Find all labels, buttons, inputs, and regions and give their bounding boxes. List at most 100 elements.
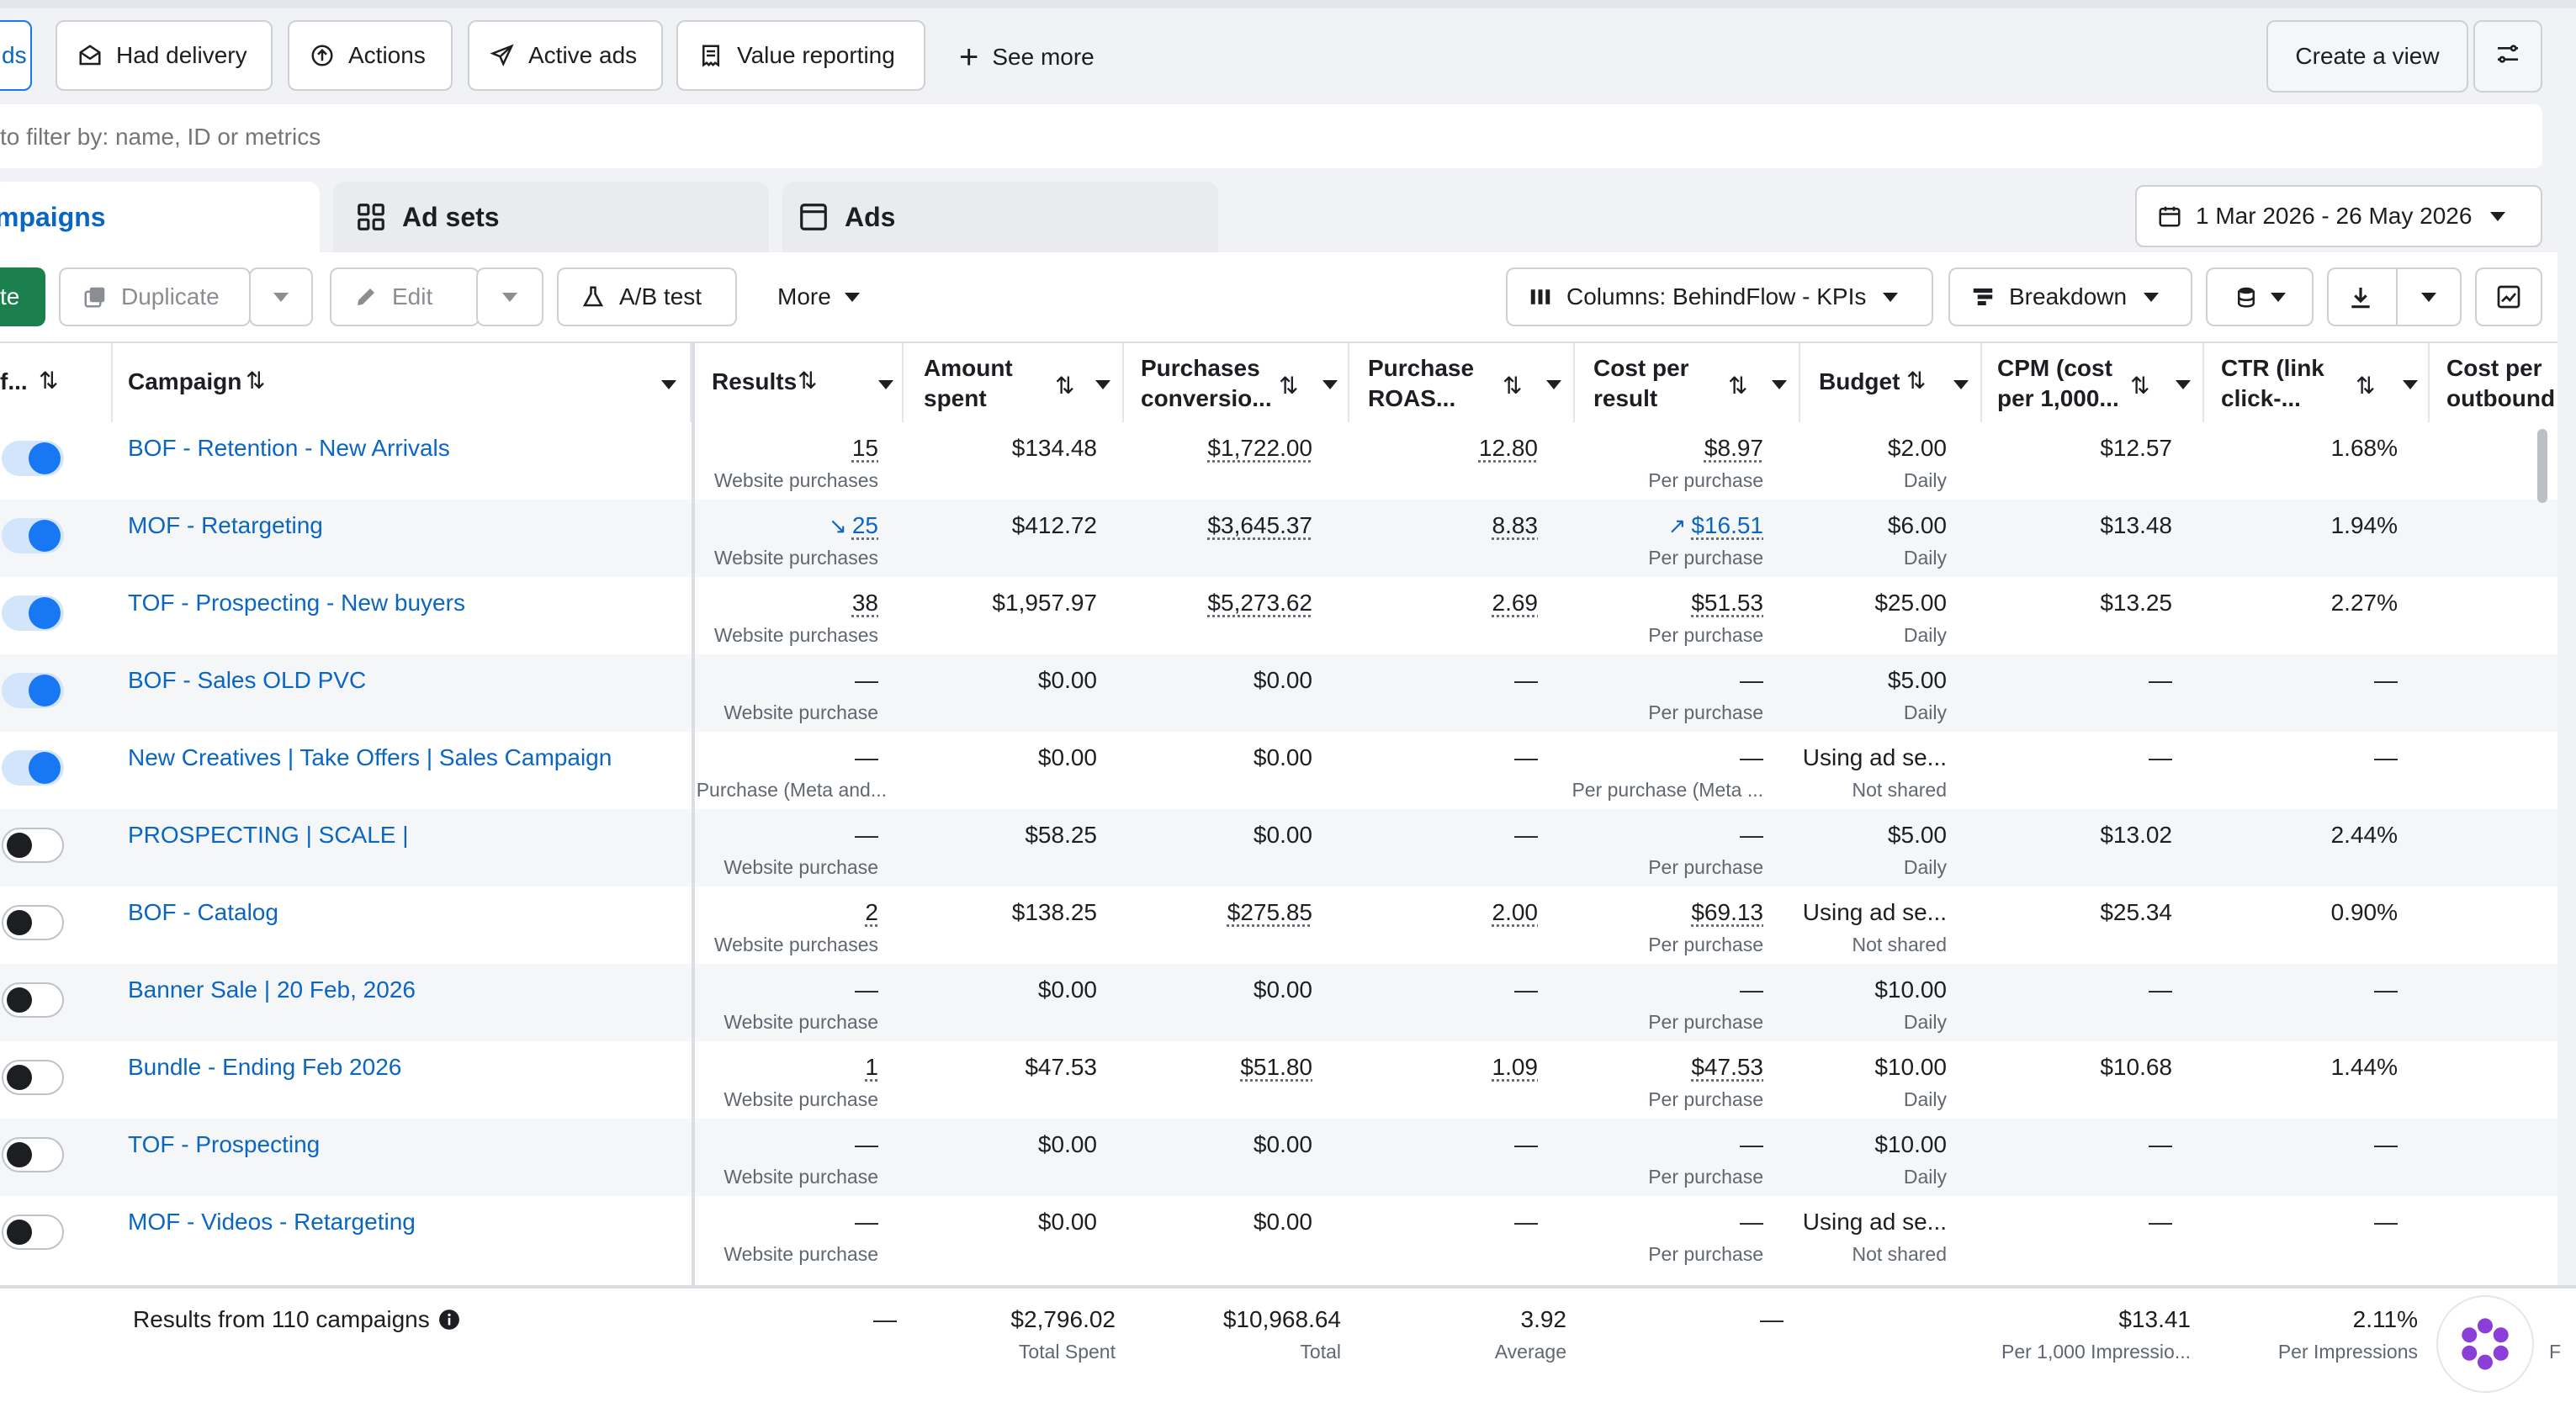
results-value[interactable]: 2 xyxy=(865,898,878,927)
create-view-button[interactable]: Create a view xyxy=(2266,20,2468,93)
sort-icon[interactable]: ⇅ xyxy=(1055,372,1074,400)
col-header-cost-per-result[interactable]: Cost per result ⇅ xyxy=(1575,343,1800,424)
filter-chip-partial[interactable]: ds xyxy=(0,20,32,91)
col-header-roas[interactable]: Purchase ROAS... ⇅ xyxy=(1349,343,1575,424)
roas-value[interactable]: — xyxy=(1514,666,1538,695)
campaign-name-link[interactable]: New Creatives | Take Offers | Sales Camp… xyxy=(128,744,612,772)
campaign-toggle[interactable] xyxy=(2,595,64,631)
cost-per-result-value[interactable]: — xyxy=(1740,1208,1763,1236)
chevron-down-icon[interactable] xyxy=(1095,380,1110,389)
sort-icon[interactable]: ⇅ xyxy=(2130,372,2149,400)
campaign-name-link[interactable]: MOF - Videos - Retargeting xyxy=(128,1208,416,1236)
duplicate-button[interactable]: Duplicate xyxy=(59,267,251,326)
chevron-down-icon[interactable] xyxy=(1953,380,1969,389)
chevron-down-icon[interactable] xyxy=(2176,380,2191,389)
purchases-value[interactable]: $0.00 xyxy=(1254,821,1312,849)
campaign-name-link[interactable]: BOF - Sales OLD PVC xyxy=(128,666,366,695)
columns-button[interactable]: Columns: BehindFlow - KPIs xyxy=(1506,267,1933,326)
campaign-toggle[interactable] xyxy=(2,905,64,940)
purchases-value[interactable]: $0.00 xyxy=(1254,666,1312,695)
purchases-value[interactable]: $3,645.37 xyxy=(1207,511,1312,540)
campaign-toggle[interactable] xyxy=(2,750,64,786)
results-value[interactable]: — xyxy=(855,821,878,849)
table-row[interactable]: Banner Sale | 20 Feb, 2026 — Website purch… xyxy=(0,964,2557,1041)
had-delivery-chip[interactable]: Had delivery xyxy=(56,20,273,91)
cost-per-result-value[interactable]: ↗ $16.51 xyxy=(1668,511,1763,540)
assistant-button[interactable] xyxy=(2436,1295,2534,1393)
breakdown-button[interactable]: Breakdown xyxy=(1948,267,2192,326)
edit-button[interactable]: Edit xyxy=(330,267,480,326)
campaign-toggle[interactable] xyxy=(2,673,64,708)
cost-per-result-value[interactable]: — xyxy=(1740,821,1763,849)
campaign-toggle[interactable] xyxy=(2,441,64,476)
col-header-campaign[interactable]: Campaign ⇅ xyxy=(113,343,692,424)
vertical-scrollbar[interactable] xyxy=(2537,429,2547,503)
sort-icon[interactable]: ⇅ xyxy=(2356,372,2375,400)
chevron-down-icon[interactable] xyxy=(2403,380,2418,389)
col-header-off[interactable]: f... ⇅ xyxy=(0,343,113,424)
active-ads-chip[interactable]: Active ads xyxy=(468,20,663,91)
purchases-value[interactable]: $275.85 xyxy=(1227,898,1312,927)
search-bar[interactable] xyxy=(0,104,2542,168)
purchases-value[interactable]: $51.80 xyxy=(1240,1053,1312,1082)
col-header-ctr[interactable]: CTR (link click-... ⇅ xyxy=(2204,343,2430,424)
cost-per-result-value[interactable]: — xyxy=(1740,744,1763,772)
cost-per-result-value[interactable]: $51.53 xyxy=(1691,589,1763,617)
col-header-cpm[interactable]: CPM (cost per 1,000... ⇅ xyxy=(1982,343,2204,424)
roas-value[interactable]: 12.80 xyxy=(1479,434,1538,463)
actions-chip[interactable]: Actions xyxy=(288,20,453,91)
info-icon[interactable] xyxy=(438,1309,460,1331)
tab-ads[interactable]: Ads xyxy=(782,182,1218,252)
roas-value[interactable]: 2.00 xyxy=(1492,898,1539,927)
roas-value[interactable]: — xyxy=(1514,1130,1538,1159)
view-settings-button[interactable] xyxy=(2473,20,2542,93)
results-value[interactable]: 38 xyxy=(852,589,878,617)
results-value[interactable]: 1 xyxy=(865,1053,878,1082)
campaign-toggle[interactable] xyxy=(2,518,64,553)
chevron-down-icon[interactable] xyxy=(1546,380,1561,389)
roas-value[interactable]: — xyxy=(1514,1208,1538,1236)
col-header-cost-per-outbound[interactable]: Cost per outbound xyxy=(2430,343,2557,424)
export-button[interactable] xyxy=(2327,267,2462,326)
col-header-results[interactable]: Results ⇅ xyxy=(695,343,904,424)
duplicate-dropdown[interactable] xyxy=(249,267,313,326)
table-row[interactable]: BOF - Retention - New Arrivals 15 Website … xyxy=(0,422,2557,500)
cost-per-result-value[interactable]: $47.53 xyxy=(1691,1053,1763,1082)
campaign-name-link[interactable]: TOF - Prospecting xyxy=(128,1130,320,1159)
create-button[interactable]: te xyxy=(0,267,45,326)
results-value[interactable]: ↘ 25 xyxy=(829,511,878,540)
purchases-value[interactable]: $5,273.62 xyxy=(1207,589,1312,617)
chevron-down-icon[interactable] xyxy=(1772,380,1787,389)
table-row[interactable]: New Creatives | Take Offers | Sales Camp… xyxy=(0,732,2557,809)
campaign-toggle[interactable] xyxy=(2,982,64,1018)
see-more-button[interactable]: + See more xyxy=(959,39,1095,76)
campaign-toggle[interactable] xyxy=(2,1060,64,1095)
sort-icon[interactable]: ⇅ xyxy=(246,367,265,394)
roas-value[interactable]: 8.83 xyxy=(1492,511,1539,540)
purchases-value[interactable]: $0.00 xyxy=(1254,744,1312,772)
table-row[interactable]: Bundle - Ending Feb 2026 1 Website purchas… xyxy=(0,1041,2557,1119)
col-header-amount-spent[interactable]: Amount spent ⇅ xyxy=(904,343,1124,424)
cost-per-result-value[interactable]: $69.13 xyxy=(1691,898,1763,927)
value-reporting-chip[interactable]: Value reporting xyxy=(676,20,925,91)
results-value[interactable]: — xyxy=(855,744,878,772)
tab-ad-sets[interactable]: Ad sets xyxy=(333,182,769,252)
cost-per-result-value[interactable]: — xyxy=(1740,1130,1763,1159)
ab-test-button[interactable]: A/B test xyxy=(557,267,737,326)
sort-icon[interactable]: ⇅ xyxy=(1279,372,1298,400)
results-value[interactable]: — xyxy=(855,1130,878,1159)
chevron-down-icon[interactable] xyxy=(878,380,893,389)
purchases-value[interactable]: $0.00 xyxy=(1254,1208,1312,1236)
table-row[interactable]: TOF - Prospecting — Website purchase $0.00 $… xyxy=(0,1119,2557,1196)
results-value[interactable]: — xyxy=(855,976,878,1004)
campaign-name-link[interactable]: Banner Sale | 20 Feb, 2026 xyxy=(128,976,416,1004)
cost-per-result-value[interactable]: — xyxy=(1740,976,1763,1004)
col-header-budget[interactable]: Budget ⇅ xyxy=(1800,343,1982,424)
more-button[interactable]: More xyxy=(777,278,860,316)
cost-per-result-value[interactable]: — xyxy=(1740,666,1763,695)
table-row[interactable]: BOF - Sales OLD PVC — Website purchase $0.0… xyxy=(0,654,2557,732)
sort-icon[interactable]: ⇅ xyxy=(798,367,817,394)
tab-campaigns[interactable]: mpaigns xyxy=(0,182,320,252)
col-header-purchases[interactable]: Purchases conversio... ⇅ xyxy=(1124,343,1349,424)
campaign-name-link[interactable]: PROSPECTING | SCALE | xyxy=(128,821,409,849)
